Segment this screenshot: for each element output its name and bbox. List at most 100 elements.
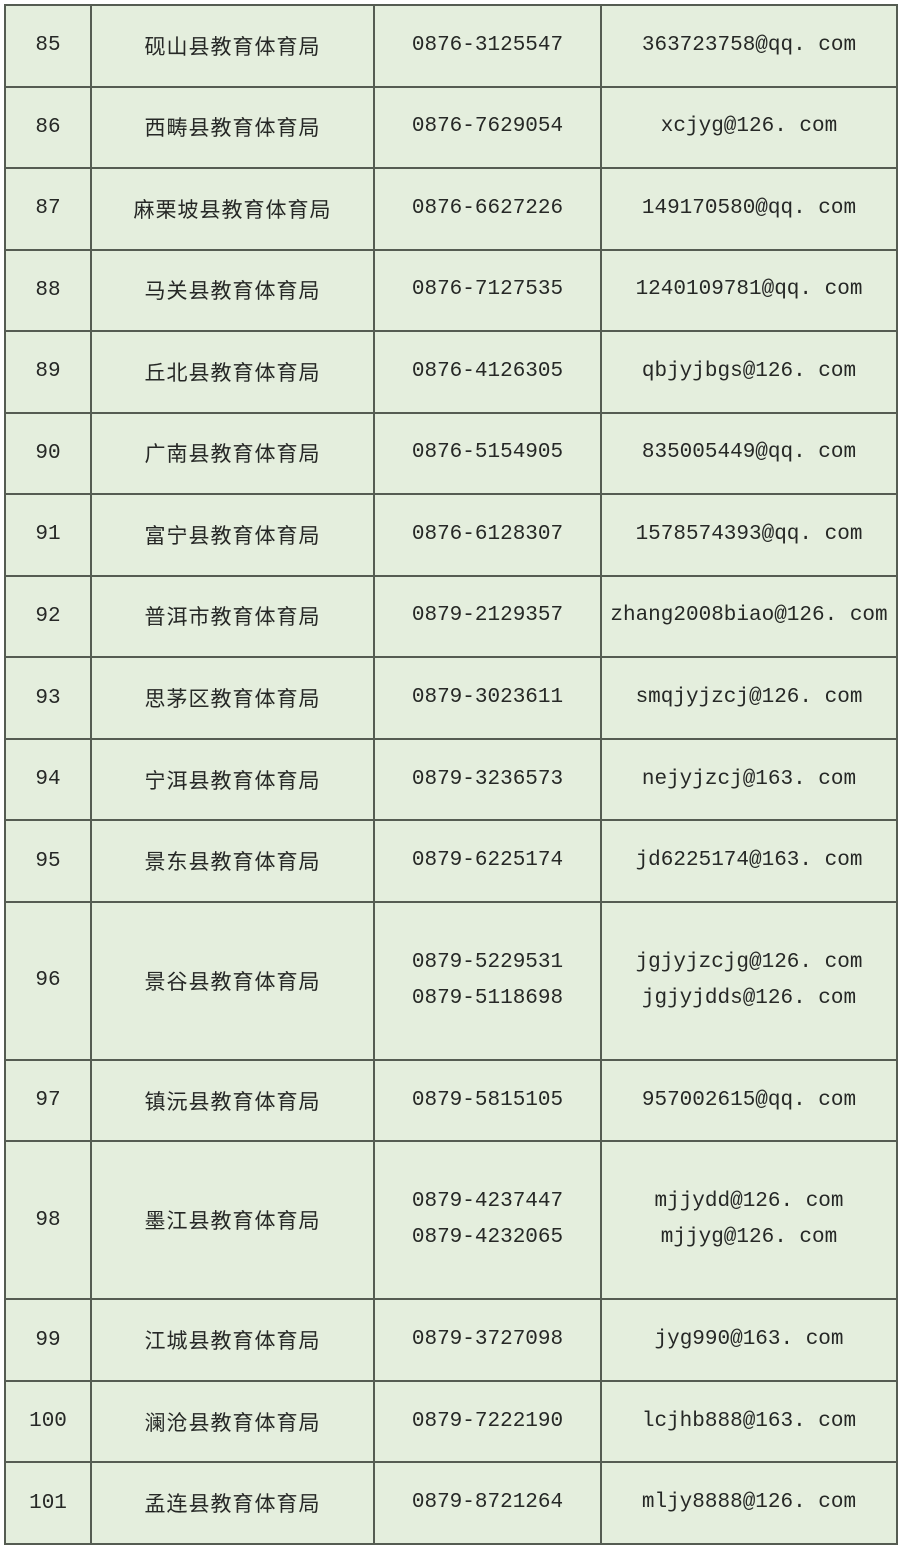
phone-line: 0879-5118698 <box>411 986 564 1010</box>
phone-cell: 0879-4237447 0879-4232065 <box>373 1140 602 1301</box>
table-body: 85 砚山县教育体育局 0876-3125547 363723758@qq. com 8… <box>4 4 898 1545</box>
email-line: mljy8888@126. com <box>641 1491 857 1515</box>
phone-line: 0876-5154905 <box>411 441 564 465</box>
table-row: 88 马关县教育体育局 0876-7127535 1240109781@qq. com <box>4 248 898 333</box>
row-number-cell: 98 <box>4 1140 92 1301</box>
email-cell: mljy8888@126. com <box>600 1461 898 1545</box>
email-cell: 1240109781@qq. com <box>600 248 898 333</box>
row-number-cell: 93 <box>4 656 92 740</box>
phone-cell: 0876-6128307 <box>373 493 602 577</box>
row-number-cell: 94 <box>4 737 92 822</box>
email-cell: jd6225174@163. com <box>600 819 898 903</box>
organization-name-cell: 镇沅县教育体育局 <box>90 1058 375 1143</box>
email-cell: 1578574393@qq. com <box>600 493 898 577</box>
phone-line: 0879-3236573 <box>411 767 564 791</box>
organization-name-cell: 墨江县教育体育局 <box>90 1140 375 1301</box>
organization-name-cell: 普洱市教育体育局 <box>90 574 375 659</box>
email-cell: jyg990@163. com <box>600 1298 898 1382</box>
row-number-cell: 97 <box>4 1058 92 1143</box>
row-number-cell: 101 <box>4 1461 92 1545</box>
phone-line: 0876-7127535 <box>411 278 564 302</box>
phone-line: 0876-6128307 <box>411 522 564 546</box>
phone-cell: 0876-6627226 <box>373 167 602 251</box>
phone-line: 0876-4126305 <box>411 359 564 383</box>
email-line: 957002615@qq. com <box>641 1088 857 1112</box>
organization-name-cell: 宁洱县教育体育局 <box>90 737 375 822</box>
email-cell: zhang2008biao@126. com <box>600 574 898 659</box>
organization-name-cell: 景谷县教育体育局 <box>90 900 375 1061</box>
organization-name-cell: 江城县教育体育局 <box>90 1298 375 1382</box>
email-line: jgjyjdds@126. com <box>641 986 857 1010</box>
phone-cell: 0876-3125547 <box>373 4 602 88</box>
phone-line: 0879-7222190 <box>411 1409 564 1433</box>
email-cell: 835005449@qq. com <box>600 411 898 496</box>
email-line: qbjyjbgs@126. com <box>641 359 857 383</box>
phone-cell: 0879-3236573 <box>373 737 602 822</box>
email-line: mjjyg@126. com <box>660 1226 838 1250</box>
phone-cell: 0879-2129357 <box>373 574 602 659</box>
contact-table: 85 砚山县教育体育局 0876-3125547 363723758@qq. com 8… <box>4 4 898 1545</box>
email-cell: xcjyg@126. com <box>600 85 898 170</box>
email-line: 149170580@qq. com <box>641 196 857 220</box>
phone-cell: 0876-4126305 <box>373 330 602 414</box>
row-number-cell: 95 <box>4 819 92 903</box>
phone-cell: 0879-3727098 <box>373 1298 602 1382</box>
table-row: 85 砚山县教育体育局 0876-3125547 363723758@qq. com <box>4 4 898 88</box>
email-cell: mjjydd@126. com mjjyg@126. com <box>600 1140 898 1301</box>
organization-name-cell: 麻栗坡县教育体育局 <box>90 167 375 251</box>
phone-line: 0879-4232065 <box>411 1226 564 1250</box>
email-line: mjjydd@126. com <box>654 1190 844 1214</box>
row-number-cell: 92 <box>4 574 92 659</box>
table-row: 93 思茅区教育体育局 0879-3023611 smqjyjzcj@126. com <box>4 656 898 740</box>
phone-line: 0876-3125547 <box>411 33 564 57</box>
email-line: 835005449@qq. com <box>641 441 857 465</box>
organization-name-cell: 富宁县教育体育局 <box>90 493 375 577</box>
phone-line: 0879-5229531 <box>411 950 564 974</box>
row-number-cell: 87 <box>4 167 92 251</box>
email-line: xcjyg@126. com <box>660 115 838 139</box>
table-row: 101 孟连县教育体育局 0879-8721264 mljy8888@126. com <box>4 1461 898 1545</box>
row-number-cell: 91 <box>4 493 92 577</box>
email-cell: qbjyjbgs@126. com <box>600 330 898 414</box>
phone-line: 0876-6627226 <box>411 196 564 220</box>
phone-cell: 0876-7629054 <box>373 85 602 170</box>
email-line: jgjyjzcjg@126. com <box>635 950 863 974</box>
organization-name-cell: 景东县教育体育局 <box>90 819 375 903</box>
table-row: 90 广南县教育体育局 0876-5154905 835005449@qq. com <box>4 411 898 496</box>
table-row: 94 宁洱县教育体育局 0879-3236573 nejyjzcj@163. com <box>4 737 898 822</box>
phone-cell: 0876-5154905 <box>373 411 602 496</box>
phone-cell: 0879-6225174 <box>373 819 602 903</box>
row-number-cell: 90 <box>4 411 92 496</box>
email-line: 1240109781@qq. com <box>635 278 863 302</box>
email-cell: lcjhb888@163. com <box>600 1379 898 1464</box>
table-row: 91 富宁县教育体育局 0876-6128307 1578574393@qq. com <box>4 493 898 577</box>
row-number-cell: 99 <box>4 1298 92 1382</box>
email-line: 1578574393@qq. com <box>635 522 863 546</box>
organization-name-cell: 孟连县教育体育局 <box>90 1461 375 1545</box>
email-line: 363723758@qq. com <box>641 33 857 57</box>
row-number-cell: 86 <box>4 85 92 170</box>
organization-name-cell: 澜沧县教育体育局 <box>90 1379 375 1464</box>
table-row: 98 墨江县教育体育局 0879-4237447 0879-4232065 mjjydd… <box>4 1140 898 1301</box>
table-row: 92 普洱市教育体育局 0879-2129357 zhang2008biao@126.… <box>4 574 898 659</box>
table-row: 87 麻栗坡县教育体育局 0876-6627226 149170580@qq. com <box>4 167 898 251</box>
email-cell: 363723758@qq. com <box>600 4 898 88</box>
organization-name-cell: 砚山县教育体育局 <box>90 4 375 88</box>
organization-name-cell: 思茅区教育体育局 <box>90 656 375 740</box>
phone-cell: 0879-5229531 0879-5118698 <box>373 900 602 1061</box>
email-line: nejyjzcj@163. com <box>641 767 857 791</box>
table-row: 86 西畴县教育体育局 0876-7629054 xcjyg@126. com <box>4 85 898 170</box>
phone-cell: 0876-7127535 <box>373 248 602 333</box>
table-row: 96 景谷县教育体育局 0879-5229531 0879-5118698 jgjyjz… <box>4 900 898 1061</box>
table-row: 89 丘北县教育体育局 0876-4126305 qbjyjbgs@126. com <box>4 330 898 414</box>
table-row: 95 景东县教育体育局 0879-6225174 jd6225174@163. com <box>4 819 898 903</box>
table-row: 97 镇沅县教育体育局 0879-5815105 957002615@qq. com <box>4 1058 898 1143</box>
table-row: 99 江城县教育体育局 0879-3727098 jyg990@163. com <box>4 1298 898 1382</box>
phone-line: 0879-8721264 <box>411 1491 564 1515</box>
email-cell: jgjyjzcjg@126. com jgjyjdds@126. com <box>600 900 898 1061</box>
organization-name-cell: 马关县教育体育局 <box>90 248 375 333</box>
phone-line: 0879-6225174 <box>411 849 564 873</box>
email-cell: smqjyjzcj@126. com <box>600 656 898 740</box>
table-row: 100 澜沧县教育体育局 0879-7222190 lcjhb888@163. com <box>4 1379 898 1464</box>
